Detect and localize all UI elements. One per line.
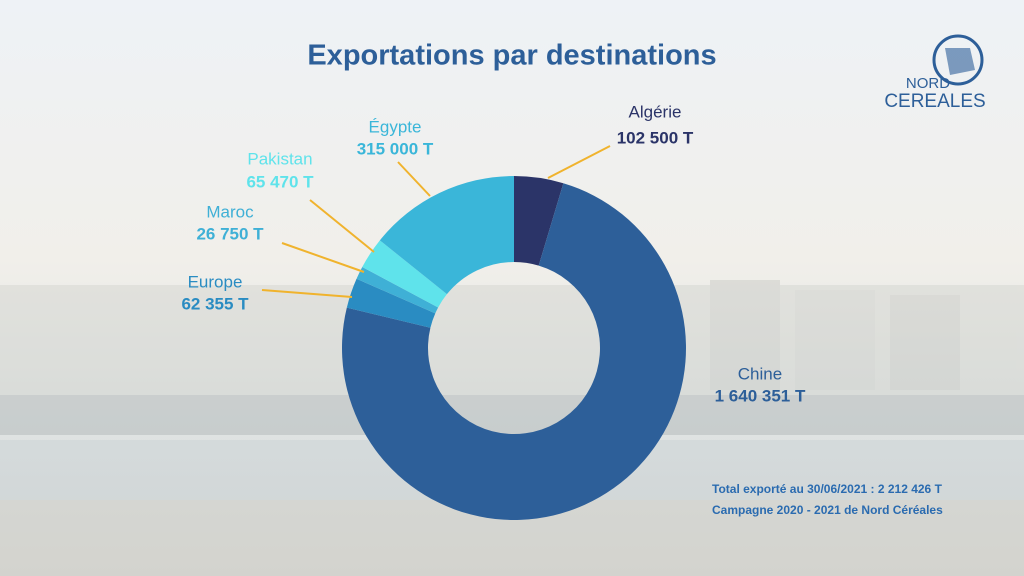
leader-line bbox=[397, 161, 431, 197]
slice bbox=[356, 267, 439, 314]
value-label: 102 500 T bbox=[617, 128, 694, 147]
logo-text: NORD bbox=[906, 75, 950, 92]
value-label: 62 355 T bbox=[181, 294, 249, 313]
logo-globe bbox=[932, 34, 984, 86]
annotation: Campagne 2020 - 2021 de Nord Céréales bbox=[712, 503, 943, 517]
slice-label: Algérie bbox=[629, 102, 682, 121]
leader-line bbox=[547, 145, 611, 179]
value-label: 65 470 T bbox=[246, 172, 314, 191]
slice-label: Europe bbox=[188, 272, 243, 291]
leader-line bbox=[261, 289, 353, 298]
slice-label: Maroc bbox=[206, 202, 254, 221]
logo: NORD CEREALES bbox=[884, 34, 986, 112]
logo-text: CEREALES bbox=[884, 91, 985, 112]
value-label: 315 000 T bbox=[357, 139, 434, 158]
slice-label: Égypte bbox=[369, 117, 422, 136]
slice bbox=[346, 278, 436, 328]
leader-line bbox=[309, 199, 375, 253]
slice bbox=[514, 176, 564, 266]
value-label: 1 640 351 T bbox=[715, 386, 806, 405]
leader-line bbox=[281, 242, 365, 273]
slice bbox=[379, 176, 514, 295]
slice-label: Chine bbox=[738, 364, 782, 383]
slice bbox=[342, 183, 687, 520]
chart-title: Exportations par destinations bbox=[307, 40, 716, 72]
background-scenery bbox=[0, 280, 1024, 576]
logo-mark bbox=[945, 48, 975, 75]
slice-label: Pakistan bbox=[247, 149, 312, 168]
slice bbox=[362, 240, 447, 308]
annotation: Total exporté au 30/06/2021 : 2 212 426 … bbox=[712, 482, 943, 496]
value-label: 26 750 T bbox=[196, 224, 264, 243]
